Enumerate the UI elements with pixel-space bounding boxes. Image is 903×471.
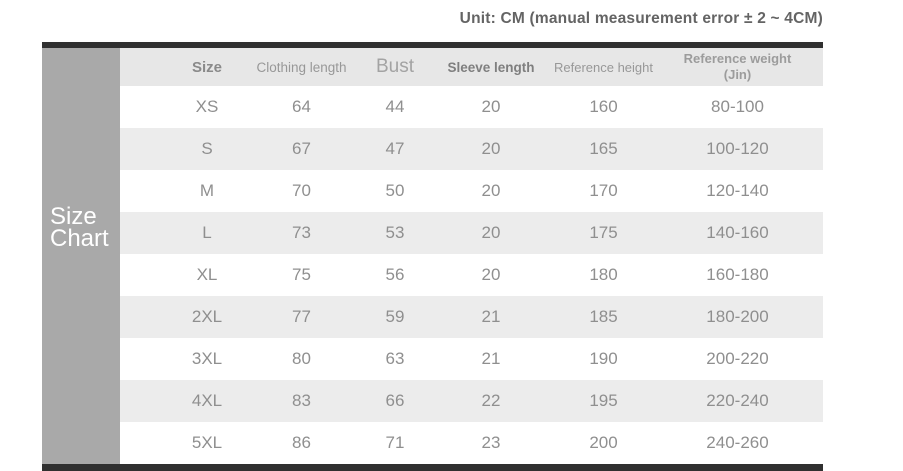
- panel-main: Size Chart Size Clothing length Bust Sle…: [42, 48, 823, 464]
- value-cell: 59: [385, 307, 405, 326]
- value-cell: 80-100: [711, 97, 764, 116]
- value-cell: 200: [589, 433, 618, 452]
- value-cell: 160-180: [706, 265, 769, 284]
- value-cell: 66: [385, 391, 405, 410]
- table-row: M 70 50 20 170 120-140: [120, 170, 823, 212]
- column-header-reference-weight: Reference weight (Jin): [666, 48, 823, 86]
- table-row: XS 64 44 20 160 80-100: [120, 86, 823, 128]
- size-chart-sidebar: Size Chart: [42, 48, 120, 464]
- value-cell: 50: [385, 181, 405, 200]
- value-cell: 185: [589, 307, 618, 326]
- value-cell: 86: [292, 433, 311, 452]
- value-cell: 120-140: [706, 181, 769, 200]
- size-cell: 5XL: [191, 433, 223, 452]
- column-header-reference-height: Reference height: [553, 59, 653, 75]
- value-cell: 23: [481, 433, 501, 452]
- value-cell: 100-120: [706, 139, 769, 158]
- value-cell: 200-220: [706, 349, 769, 368]
- value-cell: 53: [385, 223, 405, 242]
- value-cell: 190: [589, 349, 618, 368]
- value-cell: 22: [481, 391, 501, 410]
- value-cell: 80: [292, 349, 311, 368]
- size-cell: S: [201, 139, 213, 158]
- column-header-reference-weight-label: Reference weight: [683, 51, 792, 67]
- value-cell: 21: [481, 307, 501, 326]
- size-table-body: XS 64 44 20 160 80-100 S 67 47 20 165 100-120 M 70 50 2…: [120, 86, 823, 464]
- table-row: 4XL 83 66 22 195 220-240: [120, 380, 823, 422]
- value-cell: 20: [481, 181, 501, 200]
- table-row: L 73 53 20 175 140-160: [120, 212, 823, 254]
- table-row: S 67 47 20 165 100-120: [120, 128, 823, 170]
- size-cell: 2XL: [191, 307, 223, 326]
- value-cell: 140-160: [706, 223, 769, 242]
- size-cell: XL: [196, 265, 218, 284]
- value-cell: 220-240: [706, 391, 769, 410]
- top-bar: [42, 42, 823, 48]
- value-cell: 170: [589, 181, 618, 200]
- value-cell: 64: [292, 97, 311, 116]
- value-cell: 70: [292, 181, 311, 200]
- value-cell: 195: [589, 391, 618, 410]
- value-cell: 75: [292, 265, 311, 284]
- value-cell: 180-200: [706, 307, 769, 326]
- size-table: Size Clothing length Bust Sleeve length …: [120, 48, 823, 464]
- sidebar-label-line1: Size: [50, 203, 97, 230]
- column-header-reference-weight-unit: (Jin): [723, 67, 752, 82]
- value-cell: 21: [481, 349, 501, 368]
- value-cell: 67: [292, 139, 311, 158]
- size-cell: 4XL: [191, 391, 223, 410]
- value-cell: 77: [292, 307, 311, 326]
- value-cell: 71: [385, 433, 405, 452]
- table-row: XL 75 56 20 180 160-180: [120, 254, 823, 296]
- value-cell: 20: [481, 97, 501, 116]
- value-cell: 165: [589, 139, 618, 158]
- value-cell: 175: [589, 223, 618, 242]
- size-chart-panel: Size Chart Size Clothing length Bust Sle…: [42, 42, 823, 471]
- value-cell: 160: [589, 97, 618, 116]
- value-cell: 240-260: [706, 433, 769, 452]
- size-cell: XS: [195, 97, 219, 116]
- value-cell: 47: [385, 139, 405, 158]
- table-row: 5XL 86 71 23 200 240-260: [120, 422, 823, 464]
- value-cell: 20: [481, 139, 501, 158]
- column-header-sleeve-length: Sleeve length: [447, 59, 535, 75]
- value-cell: 63: [385, 349, 405, 368]
- size-cell: L: [202, 223, 212, 242]
- value-cell: 73: [292, 223, 311, 242]
- header-row: Size Clothing length Bust Sleeve length …: [120, 48, 823, 86]
- value-cell: 20: [481, 223, 501, 242]
- column-header-clothing-length: Clothing length: [256, 59, 347, 75]
- size-cell: 3XL: [191, 349, 223, 368]
- column-header-size: Size: [191, 58, 222, 76]
- size-table-head: Size Clothing length Bust Sleeve length …: [120, 48, 823, 86]
- value-cell: 180: [589, 265, 618, 284]
- unit-note: Unit: CM (manual measurement error ± 2 ~…: [459, 10, 823, 27]
- table-row: 2XL 77 59 21 185 180-200: [120, 296, 823, 338]
- value-cell: 20: [481, 265, 501, 284]
- value-cell: 56: [385, 265, 405, 284]
- size-cell: M: [199, 181, 215, 200]
- table-row: 3XL 80 63 21 190 200-220: [120, 338, 823, 380]
- value-cell: 83: [292, 391, 311, 410]
- column-header-bust: Bust: [375, 56, 415, 77]
- sidebar-label-line2: Chart: [50, 225, 109, 252]
- bottom-bar: [42, 464, 823, 471]
- value-cell: 44: [385, 97, 405, 116]
